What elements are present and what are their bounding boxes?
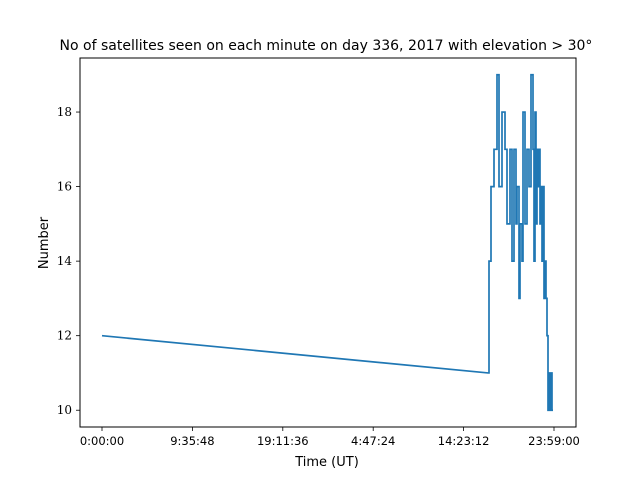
y-tick-label: 10	[57, 403, 72, 417]
y-tick-label: 16	[57, 180, 72, 194]
y-axis-ticks: 10 12 14 16 18	[57, 105, 80, 417]
y-axis-label: Number	[37, 216, 52, 269]
x-tick-label: 0:00:00	[80, 434, 124, 448]
y-tick-label: 14	[57, 254, 73, 268]
plot-area	[80, 58, 576, 427]
x-tick-label: 14:23:12	[438, 434, 490, 448]
chart-title: No of satellites seen on each minute on …	[60, 38, 593, 54]
x-tick-label: 9:35:48	[170, 434, 214, 448]
plot-frame	[79, 57, 577, 428]
y-tick-label: 18	[57, 105, 72, 119]
x-axis-ticks: 0:00:00 9:35:48 19:11:36 4:47:24 14:23:12 23:…	[80, 427, 580, 448]
x-tick-label: 23:59:00	[528, 434, 580, 448]
x-tick-label: 4:47:24	[351, 434, 395, 448]
x-axis-label: Time (UT)	[294, 455, 359, 470]
y-tick-label: 12	[57, 329, 72, 343]
series-layer	[101, 73, 553, 412]
x-tick-label: 19:11:36	[257, 434, 309, 448]
series-line	[101, 73, 553, 412]
